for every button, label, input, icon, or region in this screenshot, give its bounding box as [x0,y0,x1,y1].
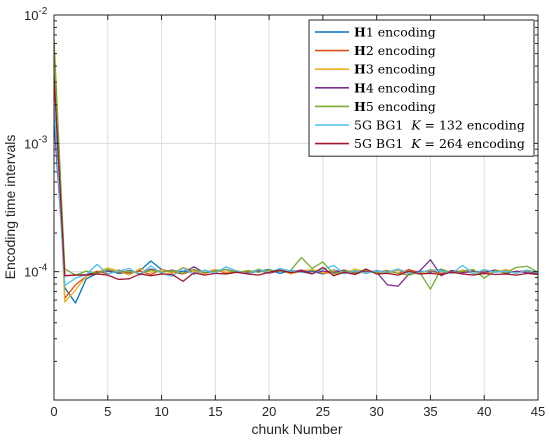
x-tick-label: 10 [154,404,168,419]
y-tick-label: 10-4 [24,263,48,280]
axes-box [53,14,539,401]
x-tick-label: 35 [423,404,437,419]
legend-entry: 5G BG1 K = 264 encoding [354,136,525,151]
legend-entry: H2 encoding [354,43,436,58]
legend-entry: H1 encoding [354,25,436,40]
x-tick-label: 15 [208,404,222,419]
x-tick-label: 25 [316,404,330,419]
y-tick-label: 10-2 [24,6,48,23]
x-tick-label: 5 [104,404,111,419]
x-tick-label: 45 [531,404,545,419]
x-tick-label: 30 [369,404,383,419]
x-tick-label: 0 [50,404,57,419]
legend-entry: H4 encoding [354,80,436,95]
legend-entry: H5 encoding [354,99,436,114]
x-tick-label: 20 [262,404,276,419]
x-axis-label: chunk Number [251,421,342,437]
x-tick-label: 40 [477,404,491,419]
plot-area: 0 5 10 15 20 25 30 35 40 45 10-4 10-3 10-2 H1 encodin… [24,6,545,419]
legend-entry: 5G BG1 K = 132 encoding [354,118,525,133]
y-tick-label: 10-3 [24,134,48,151]
series-lines [54,38,538,304]
series-line [54,75,538,283]
y-axis-label: Encoding time intervals [2,135,18,280]
legend: H1 encoding H2 encoding H3 encoding H4 enco… [308,19,535,157]
legend-entry: H3 encoding [354,62,436,77]
